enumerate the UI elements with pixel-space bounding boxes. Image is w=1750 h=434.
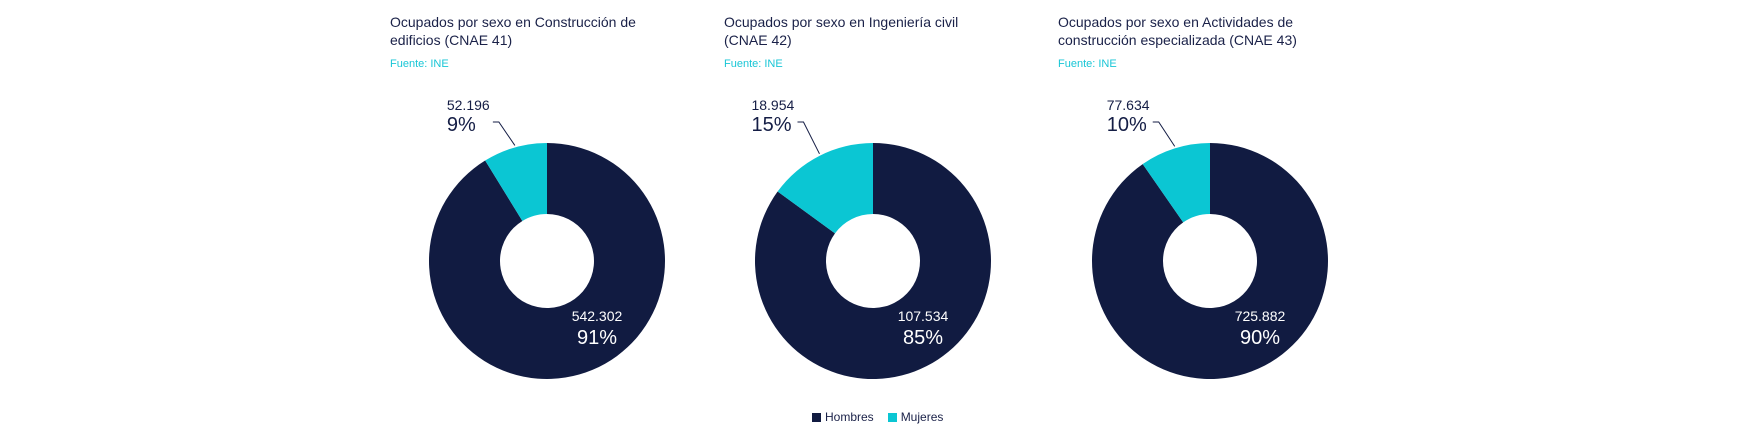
legend-swatch-mujeres: [887, 412, 897, 422]
label-value-mujeres: 18.954: [751, 97, 794, 113]
label-percent-mujeres: 15%: [751, 114, 791, 136]
label-percent-mujeres: 10%: [1107, 114, 1147, 136]
label-value-hombres: 542.302: [572, 308, 623, 324]
legend: Hombres Mujeres: [812, 410, 943, 424]
legend-swatch-hombres: [812, 412, 821, 422]
label-percent-hombres: 85%: [903, 327, 943, 349]
legend-item-mujeres[interactable]: Mujeres: [887, 410, 944, 424]
label-percent-hombres: 91%: [577, 327, 617, 349]
leader-line: [1152, 121, 1176, 147]
legend-item-hombres[interactable]: Hombres: [812, 410, 874, 424]
label-value-hombres: 107.534: [898, 308, 949, 324]
legend-label-mujeres: Mujeres: [900, 410, 944, 424]
label-value-mujeres: 77.634: [1107, 97, 1150, 113]
label-value-mujeres: 52.196: [447, 97, 490, 113]
chart-title-1: Ocupados por sexo en Construcción de edi…: [390, 14, 636, 48]
slice-hombres[interactable]: [1092, 143, 1329, 379]
chart-source-3: Fuente: INE: [1058, 58, 1117, 70]
leader-line: [797, 121, 820, 155]
chart-source-1: Fuente: INE: [390, 58, 449, 70]
chart-source-2: Fuente: INE: [724, 58, 783, 70]
slice-mujeres[interactable]: [485, 143, 547, 221]
chart-title-2: Ocupados por sexo en Ingeniería civil (C…: [724, 14, 959, 48]
chart-title-3: Ocupados por sexo en Actividades de cons…: [1058, 14, 1297, 48]
legend-label-hombres: Hombres: [825, 410, 874, 424]
leader-line: [492, 121, 516, 146]
label-value-hombres: 725.882: [1235, 308, 1286, 324]
slice-hombres[interactable]: [429, 143, 665, 379]
slice-mujeres[interactable]: [1142, 143, 1210, 223]
slice-hombres[interactable]: [755, 143, 991, 379]
label-percent-hombres: 90%: [1240, 327, 1280, 349]
label-percent-mujeres: 9%: [447, 114, 476, 136]
slice-mujeres[interactable]: [777, 143, 873, 234]
